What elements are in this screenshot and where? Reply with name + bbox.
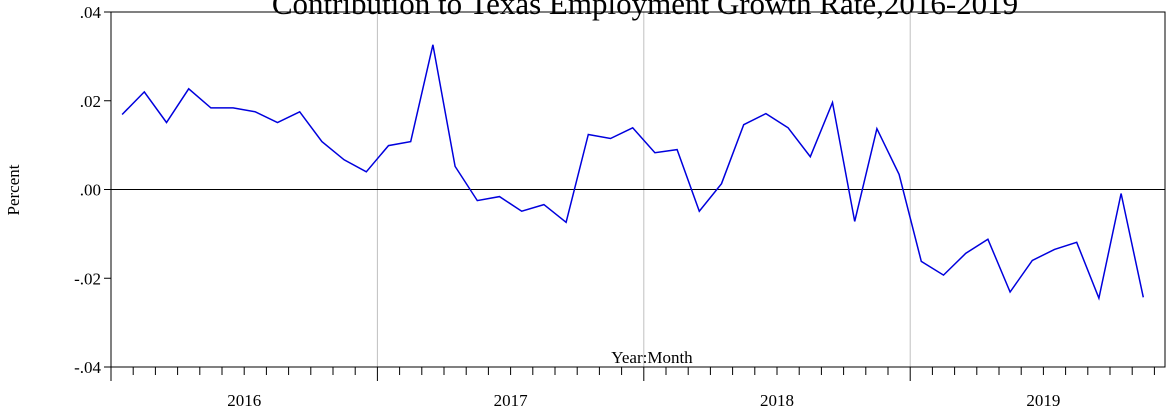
y-tick-label: .02 — [80, 92, 101, 111]
y-tick-label: .00 — [80, 181, 101, 200]
y-tick-label: -.02 — [74, 269, 101, 288]
data-line — [121, 44, 1145, 301]
x-tick-label: 2019 — [1026, 391, 1060, 410]
x-tick-label: 2017 — [494, 391, 529, 410]
y-tick-label: -.04 — [74, 358, 101, 377]
chart-title: Contribution to Texas Employment Growth … — [272, 0, 1018, 21]
x-axis-label: Year:Month — [611, 348, 693, 367]
plot-frame — [110, 11, 1166, 368]
x-tick-label: 2016 — [227, 391, 261, 410]
y-tick-label: .04 — [80, 3, 102, 22]
x-tick-label: 2018 — [760, 391, 794, 410]
y-axis-label: Percent — [4, 164, 23, 215]
